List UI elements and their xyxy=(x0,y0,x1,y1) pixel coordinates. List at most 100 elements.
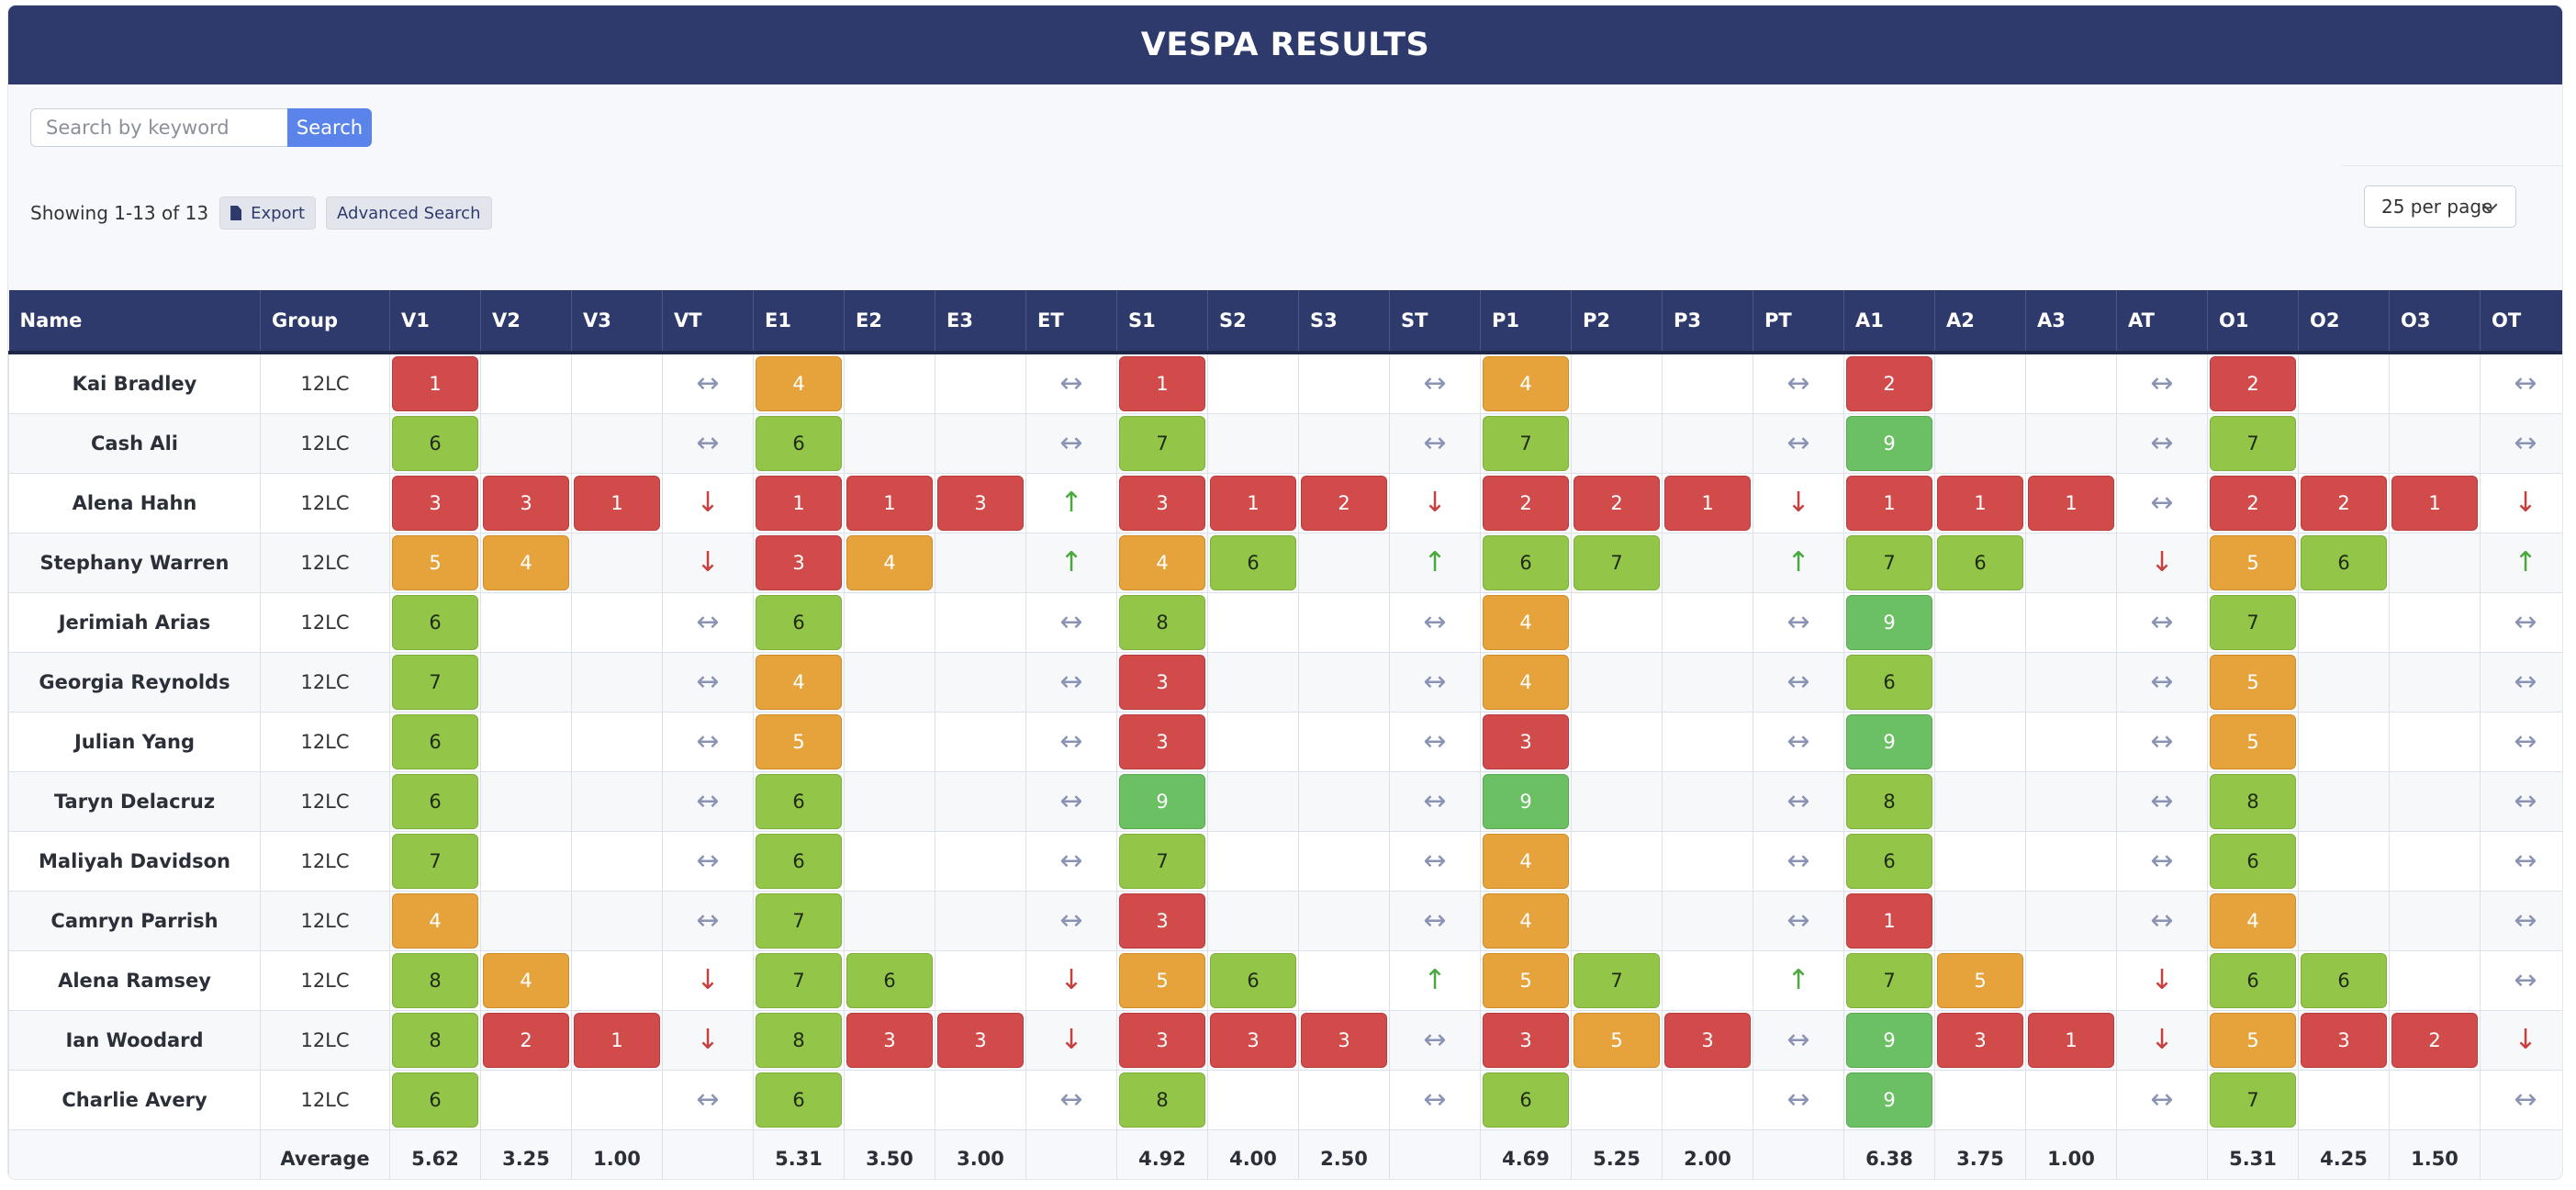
trend-cell: ↔ xyxy=(2480,352,2562,414)
score-cell: 5 xyxy=(753,712,845,772)
score-badge: 1 xyxy=(574,1013,660,1068)
trend-cell: ↔ xyxy=(1389,1070,1481,1130)
score-cell xyxy=(1298,712,1390,772)
score-badge: 1 xyxy=(1937,476,2023,531)
score-cell: 3 xyxy=(1116,1010,1208,1071)
column-header-at[interactable]: AT xyxy=(2116,290,2208,354)
search-button[interactable]: Search xyxy=(287,108,372,147)
score-cell: 5 xyxy=(1116,950,1208,1011)
column-header-p2[interactable]: P2 xyxy=(1571,290,1663,354)
column-header-e3[interactable]: E3 xyxy=(935,290,1026,354)
column-header-et[interactable]: ET xyxy=(1025,290,1117,354)
score-badge: 4 xyxy=(2210,893,2296,949)
score-cell xyxy=(571,352,663,414)
per-page-select[interactable]: 25 per page xyxy=(2364,185,2516,228)
score-badge: 6 xyxy=(756,834,842,889)
score-badge: 7 xyxy=(2210,1072,2296,1128)
export-button[interactable]: Export xyxy=(219,196,317,230)
trend-cell: ↔ xyxy=(2116,831,2208,892)
score-badge: 1 xyxy=(846,476,933,531)
student-group: 12LC xyxy=(260,473,390,533)
student-group: 12LC xyxy=(260,352,390,414)
average-value: 5.31 xyxy=(753,1129,845,1179)
score-cell xyxy=(935,891,1026,951)
score-cell xyxy=(1298,771,1390,832)
score-cell xyxy=(935,592,1026,653)
score-cell: 7 xyxy=(2207,413,2299,474)
trend-cell: ↔ xyxy=(1753,1070,1844,1130)
student-name[interactable]: Maliyah Davidson xyxy=(8,831,261,892)
column-header-e2[interactable]: E2 xyxy=(844,290,935,354)
column-header-o2[interactable]: O2 xyxy=(2298,290,2390,354)
average-value: 5.62 xyxy=(389,1129,481,1179)
score-badge: 9 xyxy=(1846,1072,1932,1128)
column-header-o1[interactable]: O1 xyxy=(2207,290,2299,354)
score-cell xyxy=(571,891,663,951)
arrow-up-icon: ↑ xyxy=(2514,546,2537,578)
score-badge: 2 xyxy=(2210,476,2296,531)
student-name[interactable]: Alena Ramsey xyxy=(8,950,261,1011)
student-name[interactable]: Jerimiah Arias xyxy=(8,592,261,653)
student-name[interactable]: Julian Yang xyxy=(8,712,261,772)
column-header-v3[interactable]: V3 xyxy=(571,290,663,354)
student-group: 12LC xyxy=(260,1010,390,1071)
student-name[interactable]: Stephany Warren xyxy=(8,533,261,593)
column-header-o3[interactable]: O3 xyxy=(2389,290,2481,354)
student-name[interactable]: Taryn Delacruz xyxy=(8,771,261,832)
column-header-group[interactable]: Group xyxy=(260,290,390,354)
student-name[interactable]: Charlie Avery xyxy=(8,1070,261,1130)
score-cell xyxy=(2389,771,2481,832)
score-cell xyxy=(2298,352,2390,414)
advanced-search-button[interactable]: Advanced Search xyxy=(326,196,492,230)
column-header-s1[interactable]: S1 xyxy=(1116,290,1208,354)
score-cell xyxy=(571,592,663,653)
column-header-s3[interactable]: S3 xyxy=(1298,290,1390,354)
score-cell: 5 xyxy=(2207,652,2299,713)
score-cell: 5 xyxy=(1571,1010,1663,1071)
left-right-arrow-icon: ↔ xyxy=(1059,427,1083,459)
student-name[interactable]: Alena Hahn xyxy=(8,473,261,533)
score-badge: 9 xyxy=(1846,714,1932,769)
search-input[interactable] xyxy=(30,108,287,147)
score-cell xyxy=(2389,891,2481,951)
student-name[interactable]: Camryn Parrish xyxy=(8,891,261,951)
left-right-arrow-icon: ↔ xyxy=(2514,606,2537,638)
score-badge: 8 xyxy=(1119,595,1205,650)
score-cell: 2 xyxy=(1571,473,1663,533)
score-cell: 1 xyxy=(1843,473,1935,533)
score-badge: 4 xyxy=(483,953,569,1008)
column-header-a2[interactable]: A2 xyxy=(1934,290,2026,354)
score-cell xyxy=(1662,652,1753,713)
trend-cell: ↔ xyxy=(1389,352,1481,414)
column-header-p1[interactable]: P1 xyxy=(1480,290,1572,354)
score-cell: 8 xyxy=(389,1010,481,1071)
score-badge: 6 xyxy=(846,953,933,1008)
score-badge: 7 xyxy=(1119,834,1205,889)
score-badge: 2 xyxy=(2210,356,2296,411)
column-header-v1[interactable]: V1 xyxy=(389,290,481,354)
column-header-s2[interactable]: S2 xyxy=(1207,290,1299,354)
left-right-arrow-icon: ↔ xyxy=(1786,904,1810,937)
column-header-a3[interactable]: A3 xyxy=(2025,290,2117,354)
score-cell xyxy=(480,352,572,414)
score-cell: 3 xyxy=(480,473,572,533)
score-cell xyxy=(935,652,1026,713)
left-right-arrow-icon: ↔ xyxy=(2514,845,2537,877)
column-header-pt[interactable]: PT xyxy=(1753,290,1844,354)
column-header-a1[interactable]: A1 xyxy=(1843,290,1935,354)
trend-cell: ↔ xyxy=(662,1070,754,1130)
column-header-e1[interactable]: E1 xyxy=(753,290,845,354)
score-cell: 6 xyxy=(753,831,845,892)
column-header-p3[interactable]: P3 xyxy=(1662,290,1753,354)
trend-cell: ↔ xyxy=(1753,831,1844,892)
student-name[interactable]: Georgia Reynolds xyxy=(8,652,261,713)
column-header-v2[interactable]: V2 xyxy=(480,290,572,354)
student-name[interactable]: Cash Ali xyxy=(8,413,261,474)
left-right-arrow-icon: ↔ xyxy=(1786,427,1810,459)
column-header-vt[interactable]: VT xyxy=(662,290,754,354)
student-name[interactable]: Kai Bradley xyxy=(8,352,261,414)
column-header-ot[interactable]: OT xyxy=(2480,290,2562,354)
column-header-name[interactable]: Name xyxy=(8,290,261,354)
student-name[interactable]: Ian Woodard xyxy=(8,1010,261,1071)
column-header-st[interactable]: ST xyxy=(1389,290,1481,354)
